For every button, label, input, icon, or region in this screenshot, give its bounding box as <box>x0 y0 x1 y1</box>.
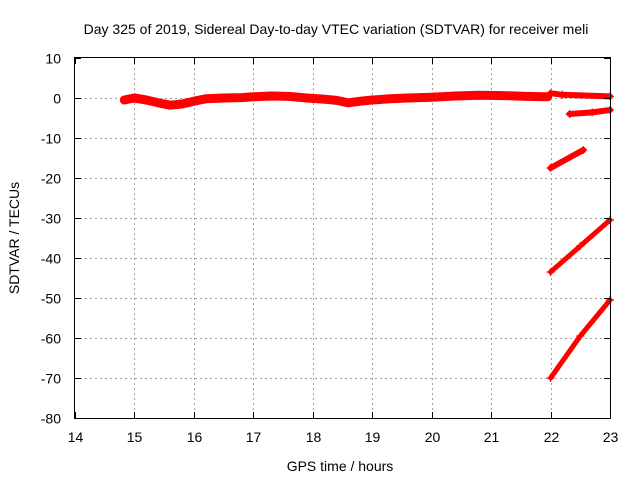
data-point <box>579 146 588 154</box>
data-point <box>302 94 311 102</box>
y-tick-label: -10 <box>41 131 61 147</box>
x-tick-label: 15 <box>127 429 143 445</box>
data-point <box>386 94 395 103</box>
x-tick-label: 18 <box>306 429 322 445</box>
data-point <box>451 92 460 100</box>
plot-frame <box>74 57 611 419</box>
data-point <box>546 164 555 172</box>
data-point <box>522 92 531 101</box>
chart-title: Day 325 of 2019, Sidereal Day-to-day VTE… <box>84 21 589 37</box>
data-point <box>320 95 329 104</box>
data-point <box>546 374 555 382</box>
x-tick-label: 14 <box>68 429 84 445</box>
x-tick-label: 17 <box>246 429 262 445</box>
data-point <box>201 94 210 103</box>
data-point <box>558 90 567 99</box>
data-point <box>546 268 555 276</box>
y-tick-label: 10 <box>45 51 61 67</box>
data-point <box>189 97 198 106</box>
x-tick-labels: 14 15 16 17 18 19 20 21 22 23 <box>68 429 619 445</box>
data-point <box>267 92 276 100</box>
series-group <box>119 89 614 382</box>
y-tick-label: -30 <box>41 211 61 227</box>
x-tick-label: 20 <box>425 429 441 445</box>
data-point <box>285 92 293 101</box>
data-point <box>219 94 228 102</box>
data-point <box>499 91 507 100</box>
data-point <box>130 94 139 102</box>
x-tick-label: 19 <box>365 429 381 445</box>
grid <box>75 58 610 418</box>
y-tick-label: 0 <box>53 91 61 107</box>
x-axis-label: GPS time / hours <box>287 458 394 474</box>
data-point <box>576 332 585 340</box>
y-tick-label: -80 <box>41 411 61 427</box>
data-point <box>546 89 555 98</box>
x-tick-label: 22 <box>544 429 560 445</box>
data-point <box>403 94 412 102</box>
data-point <box>249 92 258 101</box>
data-point <box>427 93 436 102</box>
x-tick-label: 21 <box>484 429 500 445</box>
data-point <box>368 96 377 104</box>
y-axis-label: SDTVAR / TECUs <box>6 182 22 294</box>
ticks <box>75 58 611 419</box>
data-point <box>142 96 151 104</box>
data-point <box>588 108 597 117</box>
data-point <box>154 98 163 107</box>
x-tick-label: 16 <box>187 429 203 445</box>
data-point <box>344 98 353 107</box>
y-tick-label: -20 <box>41 171 61 187</box>
data-point <box>475 91 484 100</box>
y-tick-label: -40 <box>41 251 61 267</box>
data-point <box>576 242 585 250</box>
data-point <box>166 101 175 110</box>
y-tick-labels: 10 0 -10 -20 -30 -40 -50 -60 -70 -80 <box>41 51 61 427</box>
y-tick-label: -50 <box>41 291 61 307</box>
data-point <box>178 100 186 108</box>
data-point <box>356 97 365 106</box>
y-tick-label: -70 <box>41 371 61 387</box>
x-tick-label: 23 <box>603 429 619 445</box>
y-tick-label: -60 <box>41 331 61 347</box>
series-segment-c <box>547 147 587 171</box>
data-point <box>565 110 574 118</box>
data-point <box>237 93 246 102</box>
data-point <box>332 96 341 105</box>
data-point <box>120 96 129 104</box>
